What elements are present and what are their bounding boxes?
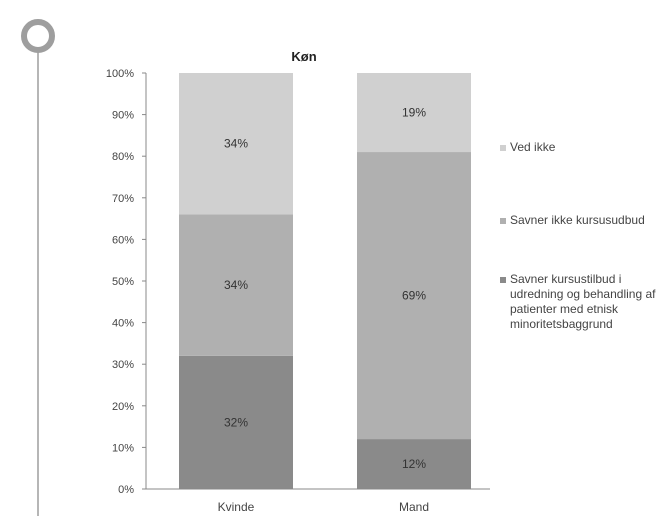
bar-data-label: 12%: [402, 457, 426, 471]
chart-title: Køn: [291, 49, 316, 64]
y-axis: 0% 10% 20% 30% 40% 50% 60% 70% 80% 90% 100%: [106, 68, 146, 496]
legend-label: Savner kursustilbud i udredning og behan…: [510, 272, 668, 332]
y-tick-label: 20%: [112, 401, 134, 413]
bar-data-label: 69%: [402, 289, 426, 303]
legend-item: Savner ikke kursusudbud: [500, 213, 668, 228]
legend-item: Ved ikke: [500, 140, 668, 155]
y-tick-label: 60%: [112, 234, 134, 246]
legend-label: Savner ikke kursusudbud: [510, 213, 668, 228]
y-tick-label: 90%: [112, 110, 134, 122]
legend-item: Savner kursustilbud i udredning og behan…: [500, 272, 668, 332]
chart-legend: Ved ikke Savner ikke kursusudbud Savner ku…: [500, 140, 668, 332]
x-category-label: Kvinde: [218, 500, 255, 514]
bar-data-label: 34%: [224, 278, 248, 292]
x-axis: Kvinde Mand: [146, 489, 490, 514]
bars: 32% 34% 34% 12% 69% 19%: [179, 73, 471, 489]
bar-data-label: 19%: [402, 106, 426, 120]
legend-swatch: [500, 277, 506, 283]
y-tick-label: 40%: [112, 318, 134, 330]
x-category-label: Mand: [399, 500, 429, 514]
bar-data-label: 34%: [224, 137, 248, 151]
y-tick-label: 70%: [112, 193, 134, 205]
y-tick-label: 0%: [118, 484, 134, 496]
y-tick-label: 30%: [112, 359, 134, 371]
bar-data-label: 32%: [224, 415, 248, 429]
y-tick-label: 80%: [112, 151, 134, 163]
legend-swatch: [500, 145, 506, 151]
legend-label: Ved ikke: [510, 140, 668, 155]
y-tick-label: 100%: [106, 68, 134, 80]
y-tick-label: 50%: [112, 276, 134, 288]
y-tick-label: 10%: [112, 442, 134, 454]
legend-swatch: [500, 218, 506, 224]
